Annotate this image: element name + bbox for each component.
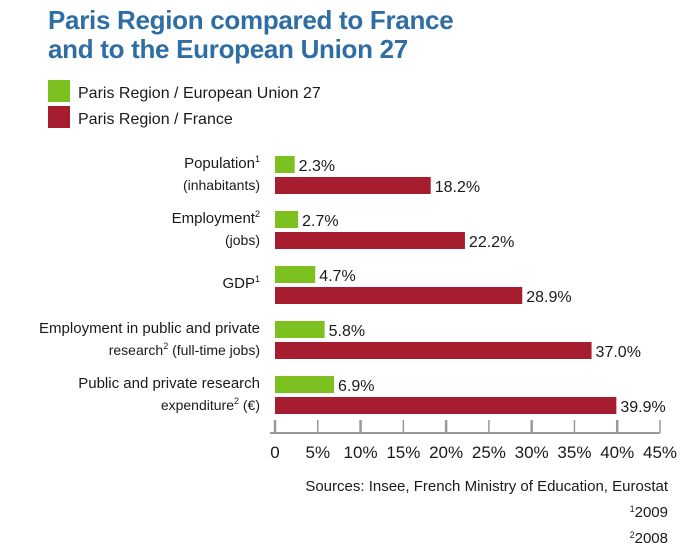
value-label-2-4: 37.0% bbox=[596, 344, 641, 361]
label-text: (€) bbox=[239, 397, 260, 413]
label-text: (full-time jobs) bbox=[168, 342, 260, 358]
superscript: 2 bbox=[255, 209, 260, 219]
label-text: Employment in public and private bbox=[39, 320, 260, 337]
superscript: 1 bbox=[255, 154, 260, 164]
bar-1-1 bbox=[275, 156, 295, 173]
legend-label-1: Paris Region / European Union 27 bbox=[78, 85, 321, 102]
category-label-5-line-1: Public and private research bbox=[78, 375, 260, 392]
category-label-4-line-1: Employment in public and private bbox=[39, 320, 260, 337]
label-text: (inhabitants) bbox=[183, 177, 260, 193]
bar-1-5 bbox=[275, 376, 335, 393]
bar-1-3 bbox=[275, 266, 316, 283]
x-tick-label-3: 15% bbox=[386, 443, 420, 462]
x-tick-label-2: 10% bbox=[344, 443, 378, 462]
bar-1-4 bbox=[275, 321, 325, 338]
label-text: Employment bbox=[172, 210, 256, 227]
chart-title: Paris Region compared to France and to t… bbox=[48, 5, 454, 64]
superscript: 2 bbox=[163, 341, 168, 351]
label-text: research bbox=[109, 342, 163, 358]
value-label-1-3: 4.7% bbox=[319, 268, 355, 285]
sources-text: Sources: Insee, French Ministry of Educa… bbox=[305, 478, 668, 495]
sources-block: Sources: Insee, French Ministry of Educa… bbox=[305, 475, 668, 550]
bar-2-2 bbox=[275, 232, 465, 249]
footnote-2: 22008 bbox=[629, 530, 668, 547]
bar-2-5 bbox=[275, 397, 617, 414]
superscript: 2 bbox=[234, 396, 239, 406]
category-label-2-line-1: Employment2 bbox=[172, 209, 260, 227]
x-tick-label-6: 30% bbox=[515, 443, 549, 462]
value-label-1-2: 2.7% bbox=[302, 213, 338, 230]
title-line-2: and to the European Union 27 bbox=[48, 34, 408, 64]
x-tick-label-0: 0 bbox=[270, 443, 279, 462]
x-tick-label-8: 40% bbox=[600, 443, 634, 462]
value-label-1-4: 5.8% bbox=[329, 323, 365, 340]
superscript: 1 bbox=[255, 274, 260, 284]
bar-1-2 bbox=[275, 211, 299, 228]
x-tick-label-1: 5% bbox=[305, 443, 330, 462]
legend-label-2: Paris Region / France bbox=[78, 111, 233, 128]
category-label-3-line-1: GDP1 bbox=[222, 274, 260, 292]
bar-2-3 bbox=[275, 287, 523, 304]
x-tick-label-7: 35% bbox=[557, 443, 591, 462]
category-label-1-line-1: Population1 bbox=[184, 154, 260, 172]
category-label-4-line-2: research2 (full-time jobs) bbox=[109, 341, 260, 358]
category-label-2-line-2: (jobs) bbox=[225, 232, 260, 248]
value-label-1-1: 2.3% bbox=[299, 158, 335, 175]
x-tick-label-5: 25% bbox=[472, 443, 506, 462]
label-text: GDP bbox=[222, 275, 255, 292]
legend-swatch-2 bbox=[48, 106, 70, 128]
label-text: Public and private research bbox=[78, 375, 260, 392]
label-text: (jobs) bbox=[225, 232, 260, 248]
value-label-2-3: 28.9% bbox=[526, 289, 571, 306]
value-label-1-5: 6.9% bbox=[338, 378, 374, 395]
legend-swatch-1 bbox=[48, 80, 70, 102]
x-tick-label-9: 45% bbox=[643, 443, 677, 462]
category-label-1-line-2: (inhabitants) bbox=[183, 177, 260, 193]
x-tick-label-4: 20% bbox=[429, 443, 463, 462]
title-line-1: Paris Region compared to France bbox=[48, 5, 454, 35]
bar-2-4 bbox=[275, 342, 592, 359]
label-text: Population bbox=[184, 155, 255, 172]
value-label-2-2: 22.2% bbox=[469, 234, 514, 251]
category-label-5-line-2: expenditure2 (€) bbox=[161, 396, 260, 413]
label-text: expenditure bbox=[161, 397, 234, 413]
value-label-2-1: 18.2% bbox=[435, 179, 480, 196]
bar-2-1 bbox=[275, 177, 431, 194]
footnote-1: 12009 bbox=[629, 504, 668, 521]
value-label-2-5: 39.9% bbox=[620, 399, 665, 416]
